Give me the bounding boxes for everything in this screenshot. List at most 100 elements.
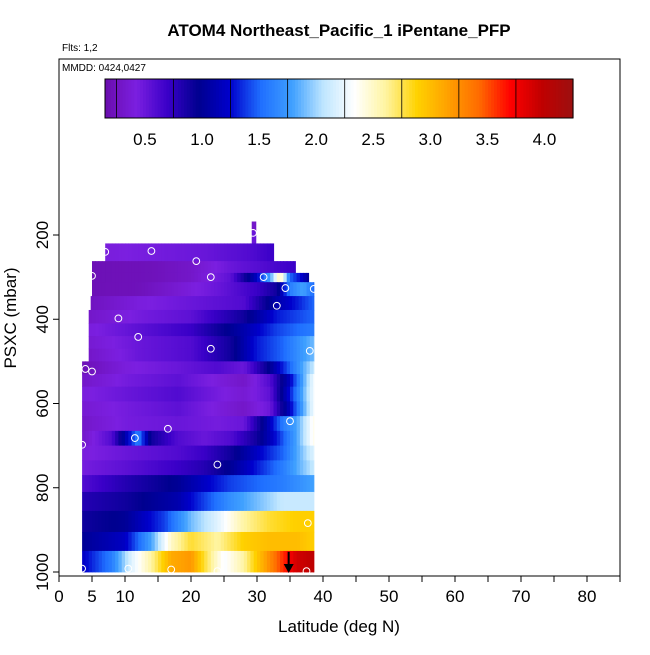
heatmap-cell <box>309 336 314 350</box>
heatmap-cell <box>98 531 103 552</box>
heatmap-cell <box>131 491 136 512</box>
heatmap-cell <box>197 445 202 461</box>
colorbar-segment <box>207 79 211 118</box>
heatmap-cell <box>144 550 149 573</box>
heatmap-cell <box>204 309 209 324</box>
heatmap-cell <box>303 361 308 375</box>
heatmap-cell <box>98 336 103 350</box>
heatmap-cell <box>92 430 96 447</box>
heatmap-cell <box>247 374 251 388</box>
heatmap-cell <box>290 491 294 512</box>
heatmap-cell <box>207 460 212 476</box>
heatmap-cell <box>303 460 308 476</box>
heatmap-cell <box>171 243 176 262</box>
heatmap-cell <box>296 282 301 297</box>
heatmap-cell <box>306 401 311 417</box>
heatmap-cell <box>270 550 275 573</box>
heatmap-cell <box>220 430 225 447</box>
heatmap-cell <box>181 348 185 362</box>
heatmap-cell <box>309 401 314 417</box>
colorbar-segment <box>564 79 568 118</box>
heatmap-cell <box>187 510 192 533</box>
heatmap-cell <box>273 374 278 388</box>
heatmap-cell <box>253 243 258 262</box>
heatmap-cell <box>82 416 86 432</box>
heatmap-cell <box>98 386 103 402</box>
heatmap-cell <box>220 416 225 432</box>
heatmap-cell <box>148 550 152 573</box>
heatmap-cell <box>144 430 149 447</box>
heatmap-cell <box>309 323 314 337</box>
heatmap-cell <box>88 550 93 573</box>
heatmap-cell <box>247 348 251 362</box>
colorbar-segment <box>295 79 299 118</box>
heatmap-cell <box>313 323 315 337</box>
heatmap-cell <box>164 386 169 402</box>
heatmap-cell <box>230 510 235 533</box>
heatmap-cell <box>253 386 258 402</box>
heatmap-cell <box>105 475 110 493</box>
heatmap-cell <box>313 309 315 324</box>
heatmap-cell <box>253 475 258 493</box>
heatmap-cell <box>296 430 301 447</box>
colorbar-segment <box>420 79 425 118</box>
heatmap-cell <box>158 261 162 274</box>
heatmap-cell <box>250 374 255 388</box>
heatmap-cell <box>158 282 162 297</box>
heatmap-cell <box>217 282 222 297</box>
colorbar-segment <box>309 79 314 118</box>
colorbar-segment <box>371 79 375 118</box>
heatmap-cell <box>247 401 251 417</box>
heatmap-cell <box>123 296 128 311</box>
colorbar-segment <box>499 79 504 118</box>
heatmap-cell <box>191 416 195 432</box>
heatmap-cell <box>257 460 261 476</box>
heatmap-cell <box>240 272 245 283</box>
colorbar-segment <box>523 79 527 118</box>
heatmap-cell <box>95 336 100 350</box>
heatmap-cell <box>164 309 169 324</box>
heatmap-cell <box>108 445 113 461</box>
heatmap-cell <box>131 531 136 552</box>
heatmap-cell <box>118 374 123 388</box>
heatmap-cell <box>255 296 260 311</box>
heatmap-cell <box>92 261 96 274</box>
heatmap-cell <box>95 374 100 388</box>
heatmap-cell <box>167 282 172 297</box>
heatmap-cell <box>306 460 311 476</box>
heatmap-cell <box>115 416 119 432</box>
heatmap-cell <box>131 361 136 375</box>
heatmap-cell <box>237 272 242 283</box>
heatmap-cell <box>191 323 195 337</box>
heatmap-cell <box>107 296 112 311</box>
heatmap-cell <box>148 430 152 447</box>
heatmap-cell <box>177 272 182 283</box>
heatmap-cell <box>194 430 199 447</box>
heatmap-cell <box>227 272 232 283</box>
heatmap-cell <box>144 475 149 493</box>
heatmap-cell <box>171 272 176 283</box>
heatmap-cell <box>286 460 291 476</box>
heatmap-cell <box>257 416 261 432</box>
heatmap-cell <box>144 272 149 283</box>
heatmap-cell <box>217 261 222 274</box>
heatmap-cell <box>105 460 110 476</box>
heatmap-cell <box>204 272 209 283</box>
heatmap-cell <box>105 336 110 350</box>
heatmap-cell <box>121 510 126 533</box>
heatmap-cell <box>293 445 298 461</box>
heatmap-cell <box>266 491 271 512</box>
heatmap-cell <box>233 401 238 417</box>
heatmap-cell <box>230 282 235 297</box>
heatmap-cell <box>293 430 298 447</box>
heatmap-cell <box>187 282 192 297</box>
heatmap-cell <box>121 261 126 274</box>
heatmap-cell <box>296 531 301 552</box>
x-tick-label: 40 <box>314 587 333 606</box>
colorbar-tick-label: 3.5 <box>476 130 500 149</box>
heatmap-cell <box>247 309 251 324</box>
colorbar-segment <box>224 79 229 118</box>
heatmap-cell <box>260 416 265 432</box>
heatmap-cell <box>257 272 261 283</box>
heatmap-cell <box>303 323 308 337</box>
